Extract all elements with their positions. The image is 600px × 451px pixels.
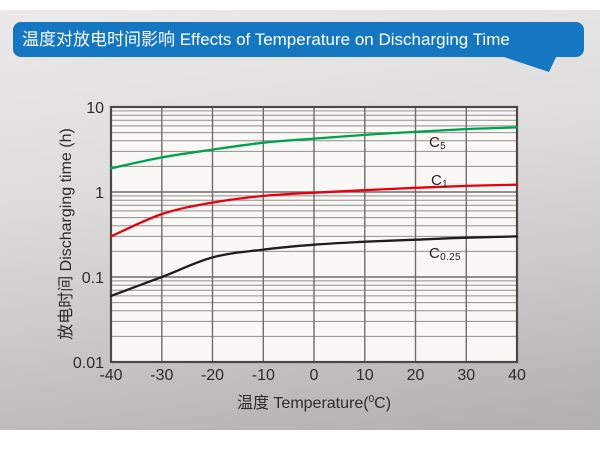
title-banner: 温度对放电时间影响 Effects of Temperature on Disc… bbox=[13, 22, 584, 57]
series-c5-line bbox=[109, 126, 519, 170]
x-axis-title-close: C) bbox=[374, 395, 392, 412]
x-tick-label: 40 bbox=[508, 367, 526, 384]
curve-label-c5: C5 bbox=[429, 134, 447, 152]
degree-superscript: 0 bbox=[368, 394, 375, 405]
x-tick-label: 0 bbox=[310, 367, 319, 384]
curve-label-c1: C1 bbox=[431, 172, 449, 190]
x-tick-label: -20 bbox=[201, 367, 224, 384]
y-tick-label: 1 bbox=[95, 185, 104, 202]
y-axis-title: 放电时间 Discharging time (h) bbox=[58, 128, 75, 340]
y-tick-label: 0.01 bbox=[73, 355, 104, 372]
x-tick-label: 20 bbox=[407, 367, 425, 384]
axis-tick-labels: 10 1 0.1 0.01-40 -30 -20 -10 0 10 20 30 40 bbox=[73, 100, 526, 384]
y-tick-label: 0.1 bbox=[82, 270, 104, 287]
curve-label-c0-25: C0.25 bbox=[429, 245, 461, 263]
x-axis-title: 温度 Temperature(0C) bbox=[114, 389, 514, 413]
series-c1-line bbox=[109, 183, 519, 238]
x-tick-label: 10 bbox=[356, 367, 374, 384]
x-tick-label: -10 bbox=[252, 367, 275, 384]
x-axis-title-text: 温度 Temperature( bbox=[236, 395, 369, 412]
y-tick-label: 10 bbox=[86, 100, 104, 117]
banner-tail-icon bbox=[498, 55, 557, 72]
page-title: 温度对放电时间影响 Effects of Temperature on Disc… bbox=[22, 30, 510, 49]
banner-tail-shape bbox=[498, 55, 557, 72]
plot-border bbox=[109, 105, 519, 364]
x-tick-label: 30 bbox=[457, 367, 475, 384]
series-c0.25-line bbox=[109, 235, 519, 298]
x-tick-label: -30 bbox=[150, 367, 173, 384]
x-tick-label: -40 bbox=[99, 367, 122, 384]
